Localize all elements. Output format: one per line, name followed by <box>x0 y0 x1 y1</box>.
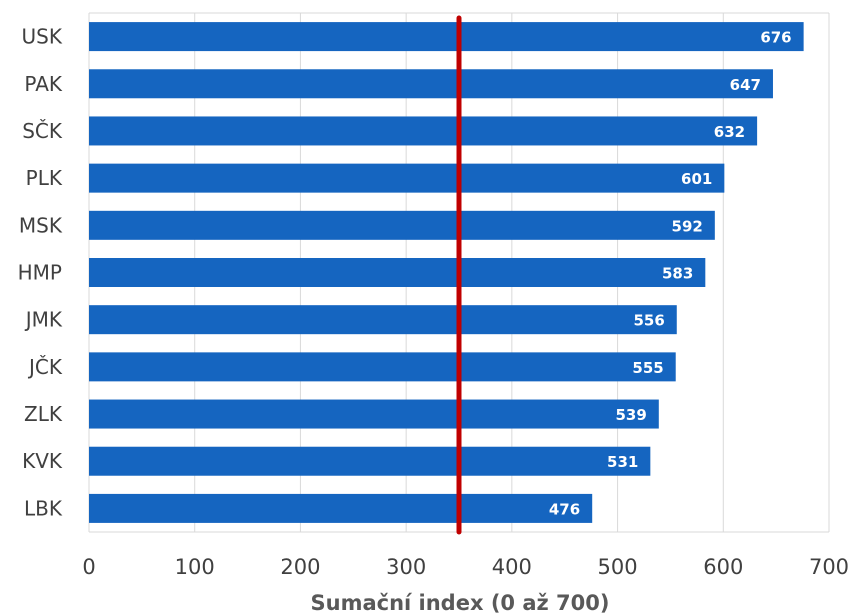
data-label-PLK: 601 <box>681 170 712 188</box>
x-tick-label: 600 <box>703 555 743 579</box>
category-label-JČK: JČK <box>27 355 63 379</box>
data-label-KVK: 531 <box>607 453 638 471</box>
category-label-ZLK: ZLK <box>24 402 63 426</box>
bar-PLK <box>89 163 725 193</box>
bars <box>89 22 804 523</box>
x-tick-label: 300 <box>386 555 426 579</box>
data-label-ZLK: 539 <box>615 406 646 424</box>
category-label-HMP: HMP <box>18 261 62 285</box>
category-label-PLK: PLK <box>26 166 63 190</box>
bar-MSK <box>89 210 715 240</box>
bar-JMK <box>89 305 677 335</box>
data-label-HMP: 583 <box>662 265 693 283</box>
data-label-MSK: 592 <box>672 217 703 235</box>
data-label-PAK: 647 <box>730 76 761 94</box>
category-label-LBK: LBK <box>24 496 63 520</box>
data-label-USK: 676 <box>760 29 791 47</box>
bar-ZLK <box>89 399 659 429</box>
x-tick-label: 0 <box>82 555 95 579</box>
bar-PAK <box>89 69 773 99</box>
category-label-KVK: KVK <box>22 449 63 473</box>
data-labels: 676 647 632 601 592 583 556 555 539 531 476 <box>549 29 792 519</box>
data-label-JČK: 555 <box>632 359 663 377</box>
category-labels: USK PAK SČK PLK MSK HMP JMK JČK ZLK KVK LBK <box>18 25 63 521</box>
bar-SČK <box>89 116 758 146</box>
x-tick-label: 400 <box>492 555 532 579</box>
x-tick-labels: 0 100 200 300 400 500 600 700 <box>82 555 849 579</box>
data-label-JMK: 556 <box>633 312 664 330</box>
category-label-MSK: MSK <box>19 213 63 237</box>
category-label-PAK: PAK <box>24 72 62 96</box>
category-label-JMK: JMK <box>24 308 63 332</box>
x-tick-label: 700 <box>809 555 849 579</box>
x-tick-label: 200 <box>280 555 320 579</box>
bar-LBK <box>89 493 593 523</box>
bar-HMP <box>89 258 706 287</box>
data-label-SČK: 632 <box>714 123 745 141</box>
bar-KVK <box>89 446 651 476</box>
x-axis-label: Sumační index (0 až 700) <box>311 591 610 615</box>
data-label-LBK: 476 <box>549 500 580 518</box>
bar-USK <box>89 22 804 52</box>
category-label-USK: USK <box>22 25 63 49</box>
bar-JČK <box>89 352 676 382</box>
category-label-SČK: SČK <box>22 119 63 143</box>
x-tick-label: 500 <box>598 555 638 579</box>
x-tick-label: 100 <box>175 555 215 579</box>
